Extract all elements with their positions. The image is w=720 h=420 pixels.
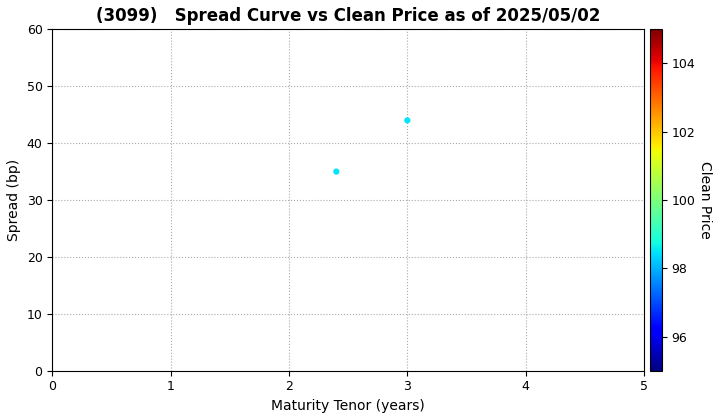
Title: (3099)   Spread Curve vs Clean Price as of 2025/05/02: (3099) Spread Curve vs Clean Price as of… xyxy=(96,7,600,25)
Y-axis label: Spread (bp): Spread (bp) xyxy=(7,159,21,241)
X-axis label: Maturity Tenor (years): Maturity Tenor (years) xyxy=(271,399,425,413)
Y-axis label: Clean Price: Clean Price xyxy=(698,161,712,239)
Point xyxy=(402,117,413,124)
Point xyxy=(330,168,342,175)
